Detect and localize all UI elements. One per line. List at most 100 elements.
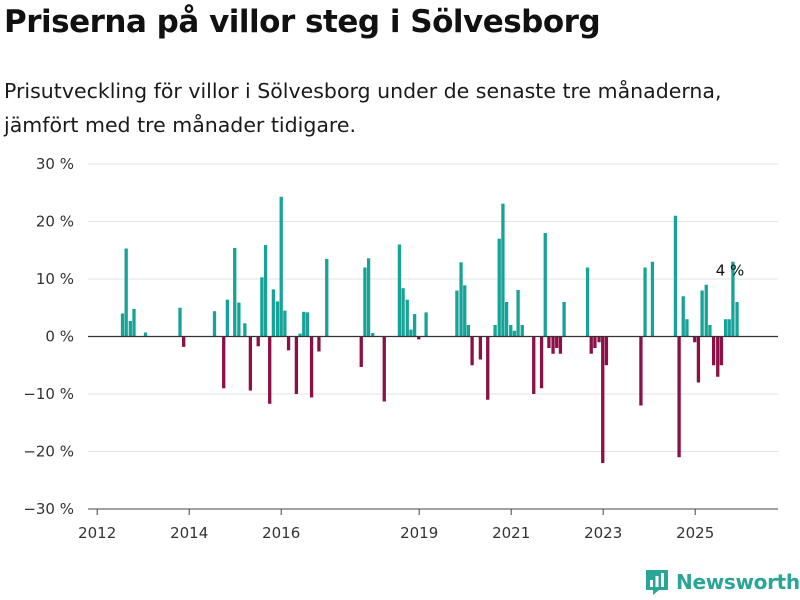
bar — [248, 336, 253, 391]
bar — [643, 267, 647, 337]
bar — [275, 301, 280, 337]
bar — [271, 289, 276, 337]
bar — [305, 312, 310, 337]
bar — [547, 336, 551, 348]
bar — [700, 290, 704, 337]
bar — [673, 215, 678, 337]
bar — [677, 336, 681, 458]
bar — [302, 311, 306, 337]
bar — [401, 288, 405, 337]
bar — [283, 310, 287, 337]
bar — [397, 244, 402, 337]
bar — [268, 336, 272, 404]
bar — [120, 313, 125, 337]
bar — [405, 299, 409, 337]
bar — [711, 336, 716, 366]
x-tick-label: 2016 — [262, 524, 300, 542]
bar — [696, 336, 701, 383]
bar — [359, 336, 363, 367]
bar — [727, 319, 731, 337]
bar — [260, 277, 264, 337]
bar — [143, 332, 148, 337]
bar — [650, 261, 655, 337]
y-tick-label: −10 % — [23, 385, 74, 403]
bar — [317, 336, 321, 352]
bar — [497, 238, 501, 337]
bar — [463, 285, 467, 337]
bar — [708, 325, 712, 337]
y-tick-label: 10 % — [36, 270, 74, 288]
y-axis-ticks: 30 % 20 % 10 % 0 % −10 % −20 % −30 % — [23, 155, 74, 518]
bar — [504, 302, 509, 337]
bar-chart-icon — [646, 570, 668, 595]
bar — [371, 333, 375, 337]
y-tick-label: −30 % — [23, 500, 74, 518]
x-tick-label: 2025 — [676, 524, 714, 542]
bar — [478, 336, 483, 360]
x-tick-label: 2014 — [170, 524, 208, 542]
bar — [501, 203, 505, 337]
bar — [279, 196, 283, 337]
bar — [455, 290, 459, 337]
bar — [256, 336, 260, 347]
bar — [685, 319, 689, 337]
bar — [723, 319, 728, 337]
bar — [459, 262, 463, 337]
bar — [424, 312, 428, 337]
bar — [532, 336, 536, 394]
bar — [589, 336, 593, 354]
bar — [233, 247, 237, 337]
bar — [382, 336, 386, 402]
bar — [704, 284, 708, 337]
bar — [225, 299, 230, 337]
bar — [309, 336, 314, 398]
bars — [120, 196, 739, 463]
bar — [716, 336, 720, 377]
bar — [601, 336, 605, 463]
bar — [124, 248, 128, 337]
x-tick-label: 2023 — [584, 524, 622, 542]
bar — [366, 258, 371, 337]
brand-name: Newsworthy — [676, 570, 800, 594]
bar — [486, 336, 490, 400]
chart-subtitle: Prisutveckling för villor i Sölvesborg u… — [4, 79, 722, 137]
bar — [539, 336, 544, 389]
bar — [237, 302, 241, 337]
bar — [735, 302, 739, 337]
bar — [243, 323, 247, 337]
x-tick-label: 2021 — [492, 524, 530, 542]
bar — [551, 336, 555, 354]
y-tick-label: 0 % — [45, 328, 74, 346]
bar — [409, 329, 413, 337]
bar-chart: 30 %20 %10 %0 %−10 %−20 %−30 % 2012 2014 2… — [23, 155, 778, 542]
bar — [298, 333, 302, 337]
bar — [263, 245, 268, 337]
bar — [604, 336, 609, 366]
bar — [585, 267, 590, 337]
bar — [512, 330, 517, 337]
bar — [597, 336, 601, 343]
y-tick-label: 30 % — [36, 155, 74, 173]
bar — [294, 336, 299, 394]
bar — [520, 325, 524, 337]
bar — [693, 336, 697, 343]
y-tick-label: 20 % — [36, 213, 74, 231]
x-tick-label: 2012 — [78, 524, 116, 542]
bar — [466, 325, 471, 337]
bar — [731, 261, 735, 337]
bar — [363, 267, 367, 337]
last-value-annotation: 4 % — [716, 262, 745, 280]
bar — [470, 336, 474, 366]
bar — [493, 325, 497, 337]
bar — [178, 307, 182, 337]
bar — [555, 336, 559, 348]
chart-title: Priserna på villor steg i Sölvesborg — [4, 4, 601, 40]
bar — [182, 336, 186, 347]
bar — [128, 320, 132, 337]
bar — [558, 336, 563, 354]
bar — [543, 233, 547, 337]
bar — [132, 308, 136, 337]
newsworthy-logo: Newsworthy — [644, 568, 800, 596]
bar — [719, 336, 724, 366]
bar — [593, 336, 597, 348]
